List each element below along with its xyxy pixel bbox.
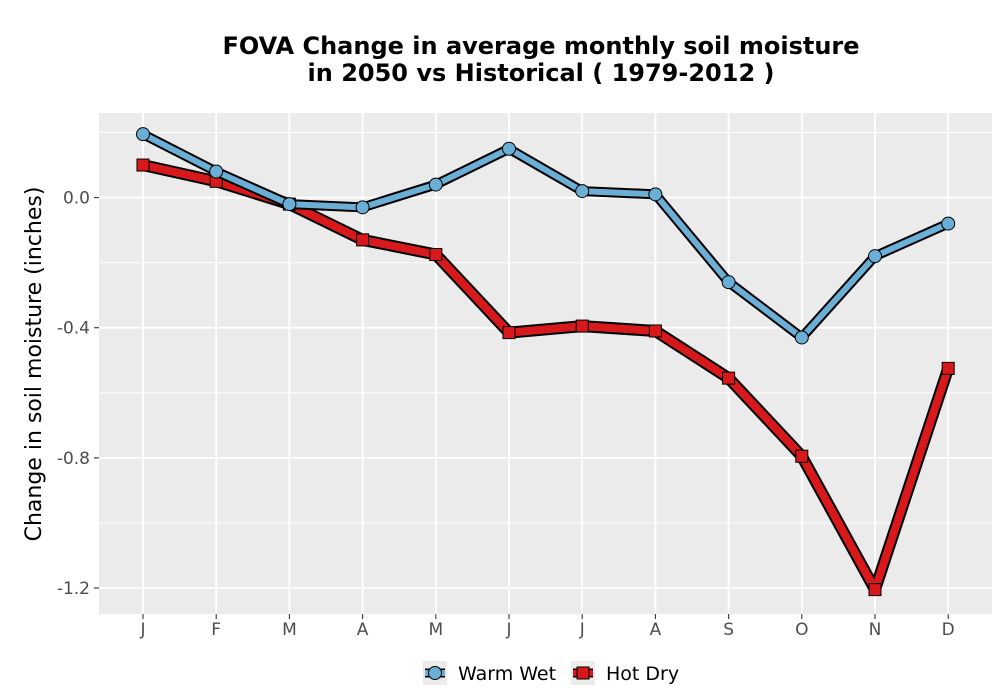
data-point-circle xyxy=(136,127,150,142)
x-tick-label: A xyxy=(650,620,662,640)
legend-marker-circle xyxy=(428,666,442,680)
data-point-square xyxy=(795,449,809,463)
x-tick-label: M xyxy=(282,620,297,640)
y-tick-label: 0.0 xyxy=(63,189,90,209)
data-point-square xyxy=(941,361,955,375)
data-point-circle xyxy=(428,177,443,192)
legend-label-hot-dry: Hot Dry xyxy=(606,663,679,685)
x-tick-label: A xyxy=(357,620,369,640)
data-point-square xyxy=(356,233,370,247)
y-tick-labels: 0.0 -0.4 -0.8 -1.2 xyxy=(57,189,90,599)
data-point-square xyxy=(136,158,150,172)
data-point-circle xyxy=(721,275,736,290)
y-axis-title: Change in soil moisture (inches) xyxy=(22,187,47,542)
x-tick-label: F xyxy=(211,620,221,640)
data-point-circle xyxy=(794,330,809,345)
x-tick-label: N xyxy=(869,620,882,640)
legend-key-warm-wet xyxy=(423,661,447,685)
data-point-circle xyxy=(868,249,882,264)
data-point-circle xyxy=(209,164,224,179)
chart-title-line-2: in 2050 vs Historical ( 1979-2012 ) xyxy=(308,59,775,87)
data-point-square xyxy=(868,583,882,597)
x-tick-label: D xyxy=(942,620,955,640)
x-tick-label: J xyxy=(139,620,145,640)
data-point-square xyxy=(502,326,516,340)
data-point-square xyxy=(648,324,662,338)
y-tick-label: -0.4 xyxy=(57,319,90,339)
y-tick-label: -1.2 xyxy=(57,579,90,599)
grid-lines xyxy=(99,113,992,614)
data-point-circle xyxy=(648,187,663,202)
axis-ticks xyxy=(94,197,949,619)
x-tick-label: J xyxy=(579,620,585,640)
series-warm-wet xyxy=(136,127,956,345)
legend-marker-square xyxy=(576,666,590,680)
legend: Warm Wet Hot Dry xyxy=(423,661,679,685)
x-tick-label: J xyxy=(505,620,511,640)
data-point-circle xyxy=(575,184,590,199)
x-tick-label: S xyxy=(723,620,734,640)
data-point-circle xyxy=(941,216,956,231)
data-point-square xyxy=(722,371,736,385)
x-tick-label: M xyxy=(428,620,443,640)
legend-label-warm-wet: Warm Wet xyxy=(458,663,556,685)
data-point-square xyxy=(429,248,443,262)
data-point-circle xyxy=(282,197,297,212)
legend-key-hot-dry xyxy=(571,661,595,685)
series-layer xyxy=(136,127,956,597)
x-tick-label: O xyxy=(795,620,808,640)
y-tick-label: -0.8 xyxy=(57,449,90,469)
data-point-square xyxy=(575,319,589,333)
data-point-circle xyxy=(502,141,516,156)
series-line xyxy=(140,131,952,341)
data-point-circle xyxy=(355,200,370,215)
chart-title-line-1: FOVA Change in average monthly soil mois… xyxy=(222,32,859,60)
